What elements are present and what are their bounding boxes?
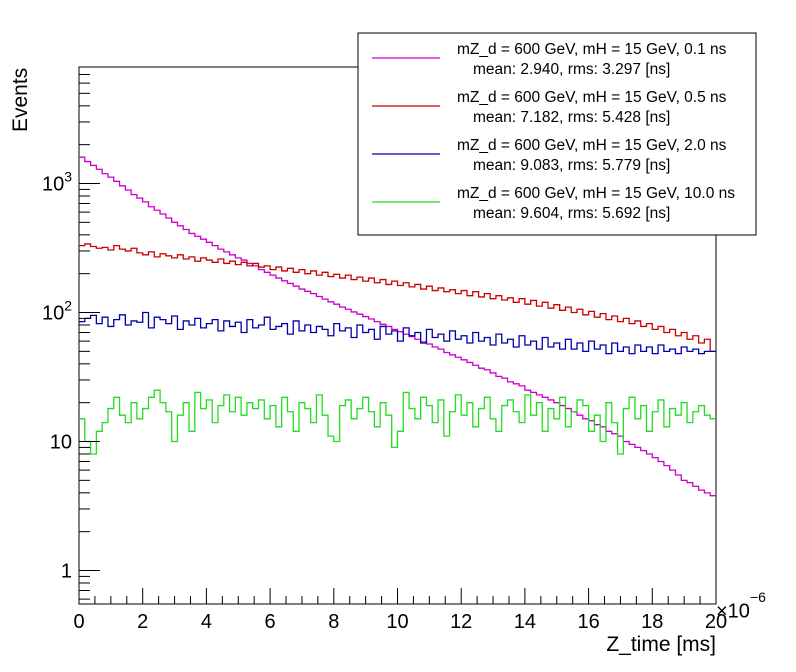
y-tick-label: 1: [61, 561, 72, 583]
legend: mZ_d = 600 GeV, mH = 15 GeV, 0.1 ns mean:…: [357, 32, 757, 236]
series-group: [79, 156, 716, 497]
x-tick-label: 2: [137, 611, 148, 633]
x-tick-label: 0: [73, 611, 84, 633]
legend-label-2: mZ_d = 600 GeV, mH = 15 GeV, 2.0 ns: [457, 137, 727, 154]
x-tick-label: 12: [450, 611, 472, 633]
legend-label-1: mZ_d = 600 GeV, mH = 15 GeV, 0.5 ns: [457, 89, 727, 106]
series-line-1: [79, 243, 716, 352]
y-axis-title: Events: [9, 68, 32, 132]
y-tick-label: 10: [50, 432, 72, 454]
x-tick-label: 4: [201, 611, 212, 633]
legend-label-3: mZ_d = 600 GeV, mH = 15 GeV, 10.0 ns: [457, 185, 735, 202]
x-tick-label: 6: [265, 611, 276, 633]
legend-stats-0: mean: 2.940, rms: 3.297 [ns]: [473, 61, 670, 78]
x-tick-label: 8: [328, 611, 339, 633]
x-multiplier-label: ×10−6: [716, 589, 766, 623]
series-line-2: [79, 311, 716, 355]
x-tick-label: 20: [705, 611, 727, 633]
legend-stats-2: mean: 9.083, rms: 5.779 [ns]: [473, 157, 670, 174]
legend-box: [357, 32, 757, 236]
legend-stats-3: mean: 9.604, rms: 5.692 [ns]: [473, 205, 670, 222]
y-tick-label: 103: [42, 169, 72, 196]
x-tick-label: 18: [641, 611, 663, 633]
legend-entries: mZ_d = 600 GeV, mH = 15 GeV, 0.1 ns mean:…: [372, 41, 735, 222]
x-axis: 0 2 4 6 8 10 12 14 16 18 20: [73, 588, 727, 633]
x-tick-label: 16: [577, 611, 599, 633]
x-axis-title: Z_time [ms]: [606, 633, 716, 656]
series-line-3: [79, 389, 716, 455]
legend-label-0: mZ_d = 600 GeV, mH = 15 GeV, 0.1 ns: [457, 41, 727, 58]
legend-stats-1: mean: 7.182, rms: 5.428 [ns]: [473, 109, 670, 126]
x-tick-label: 14: [514, 611, 536, 633]
y-tick-label: 102: [42, 298, 72, 325]
y-axis: 1 10 102 103: [42, 66, 100, 600]
x-tick-label: 10: [386, 611, 408, 633]
